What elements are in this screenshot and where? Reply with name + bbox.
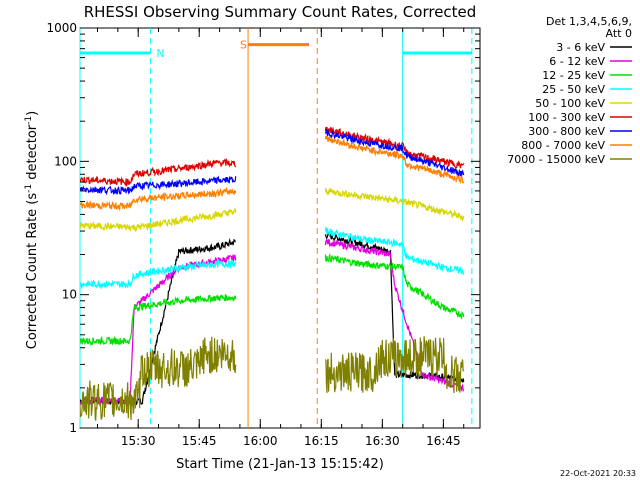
legend-entry-label: 800 - 7000 keV bbox=[521, 139, 605, 152]
y-tick-label: 10 bbox=[62, 288, 77, 302]
series-line bbox=[324, 227, 465, 276]
series-group bbox=[80, 126, 465, 421]
series-12-25-kev bbox=[80, 252, 465, 347]
annotation-label: N bbox=[156, 47, 164, 60]
x-tick-label: 16:00 bbox=[243, 434, 278, 448]
legend-header-line1: Det 1,3,4,5,6,9, bbox=[546, 15, 632, 28]
series-line bbox=[324, 128, 465, 178]
y-tick-label: 1 bbox=[69, 421, 77, 435]
series-line bbox=[324, 187, 465, 222]
x-tick-label: 15:45 bbox=[182, 434, 217, 448]
series-line bbox=[80, 208, 237, 233]
series-6-12-kev bbox=[80, 238, 465, 406]
series-line bbox=[80, 293, 237, 347]
series-300-800-kev bbox=[80, 128, 465, 196]
legend-entry-label: 12 - 25 keV bbox=[542, 69, 605, 82]
x-tick-label: 16:30 bbox=[365, 434, 400, 448]
series-line bbox=[80, 186, 237, 212]
legend-entry-label: 50 - 100 keV bbox=[535, 97, 605, 110]
legend-entry-label: 25 - 50 keV bbox=[542, 83, 605, 96]
chart-title: RHESSI Observing Summary Count Rates, Co… bbox=[84, 3, 477, 21]
legend-entry-label: 3 - 6 keV bbox=[556, 41, 605, 54]
series-line bbox=[324, 252, 465, 320]
series-line bbox=[80, 254, 237, 406]
series-3-6-kev bbox=[80, 230, 465, 406]
series-25-50-kev bbox=[80, 227, 465, 290]
y-tick-label: 100 bbox=[54, 154, 77, 168]
legend-header-line2: Att 0 bbox=[606, 27, 632, 40]
series-line bbox=[324, 336, 465, 394]
legend-entry-label: 7000 - 15000 keV bbox=[507, 153, 605, 166]
footer-timestamp: 22-Oct-2021 20:33 bbox=[560, 469, 636, 478]
y-tick-label: 1000 bbox=[46, 21, 77, 35]
x-tick-label: 15:30 bbox=[121, 434, 156, 448]
series-line bbox=[80, 258, 237, 290]
y-axis-label: Corrected Count Rate (s-1 detector-1) bbox=[24, 111, 40, 349]
x-tick-label: 16:15 bbox=[304, 434, 339, 448]
plot-area: NS bbox=[79, 27, 481, 429]
series-line bbox=[80, 175, 237, 196]
series-line bbox=[324, 135, 465, 184]
annotation-label: S bbox=[240, 39, 247, 52]
series-7000-15000-kev bbox=[80, 336, 465, 421]
series-line bbox=[80, 336, 237, 421]
x-axis: 15:30 15:45 16:00 16:15 16:30 16:45 bbox=[96, 28, 465, 448]
series-50-100-kev bbox=[80, 187, 465, 233]
series-line bbox=[80, 157, 237, 188]
legend-entry-label: 6 - 12 keV bbox=[549, 55, 605, 68]
legend-entry-label: 300 - 800 keV bbox=[528, 125, 605, 138]
series-line bbox=[324, 238, 465, 393]
x-axis-label: Start Time (21-Jan-13 15:15:42) bbox=[176, 457, 384, 472]
series-800-7000-kev bbox=[80, 135, 465, 212]
legend-entry-label: 100 - 300 keV bbox=[528, 111, 605, 124]
x-tick-label: 16:45 bbox=[426, 434, 461, 448]
y-axis: 1000 100 10 1 bbox=[46, 21, 480, 435]
